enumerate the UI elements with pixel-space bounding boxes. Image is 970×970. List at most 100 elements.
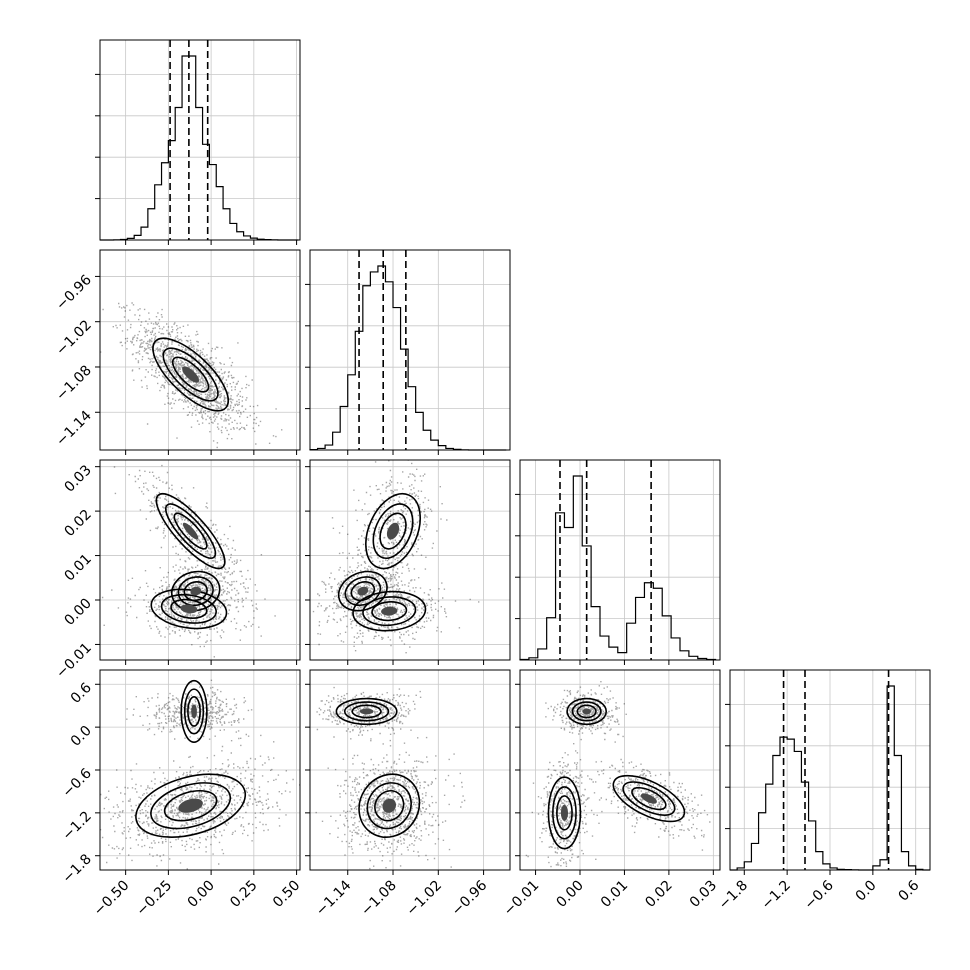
x-tick-label: 0.00 — [553, 878, 586, 911]
contour-level — [162, 347, 219, 402]
contour-level — [571, 701, 602, 722]
contour-level — [566, 697, 608, 726]
x-tick-label: 0.0 — [853, 878, 880, 905]
joint-panel-0-2: −0.01 0.00 0.01 0.02 0.03 — [53, 459, 301, 682]
contour-level — [178, 798, 203, 813]
contour-level — [183, 688, 205, 735]
y-tick-label: 0.03 — [61, 462, 94, 495]
contour-level — [576, 704, 597, 719]
joint-panel-2-3: −0.01 0.00 0.01 0.02 0.03 — [501, 669, 721, 920]
contour-level — [190, 586, 202, 596]
marginal-panel-3: −1.8 −1.2 −0.6 0.0 0.6 — [716, 669, 931, 913]
histogram-step — [309, 265, 507, 451]
contour-level — [187, 696, 201, 727]
contour-level — [343, 701, 390, 722]
sample-points — [525, 681, 711, 868]
y-tick-label: −1.08 — [53, 362, 95, 404]
contour-level — [182, 522, 199, 540]
x-tick-label: 0.25 — [227, 878, 260, 911]
histogram-step — [519, 475, 717, 661]
x-tick-label: −0.25 — [134, 878, 176, 920]
marginal-panel-2 — [515, 459, 721, 665]
histogram-step — [730, 685, 930, 871]
panel-frame — [99, 39, 301, 241]
contour-level — [640, 793, 657, 804]
density-layer — [101, 464, 276, 658]
density-layer — [312, 460, 480, 654]
x-tick-label: −1.02 — [403, 878, 445, 920]
x-tick-label: −1.08 — [358, 878, 400, 920]
x-tick-label: −0.50 — [91, 878, 133, 920]
y-tick-label: 0.01 — [61, 551, 94, 584]
contour-level — [165, 503, 217, 559]
sample-points — [101, 464, 276, 658]
marginal-panel-0 — [95, 39, 301, 245]
contour-level — [381, 606, 398, 616]
x-tick-label: 0.03 — [687, 878, 720, 911]
x-tick-label: −1.14 — [313, 877, 355, 919]
contour-level — [155, 492, 226, 570]
sample-points — [315, 686, 466, 870]
contour-level — [160, 593, 217, 624]
y-tick-label: 0.6 — [68, 680, 95, 707]
panel-frame — [99, 459, 301, 661]
sample-points — [312, 460, 480, 654]
y-tick-label: 0.02 — [61, 507, 94, 540]
contour-level — [163, 789, 218, 822]
y-tick-label: −1.8 — [59, 851, 94, 886]
panel-frame — [519, 459, 721, 661]
y-tick-label: 0.00 — [61, 596, 94, 629]
y-tick-label: −1.2 — [59, 808, 94, 843]
density-layer — [100, 302, 283, 450]
contour-level — [173, 512, 208, 550]
contour-level — [358, 773, 421, 838]
x-tick-label: −0.96 — [449, 877, 491, 919]
contour-level — [622, 781, 676, 816]
density-layer — [315, 686, 466, 870]
joint-panel-1-3: −1.14 −1.08 −1.02 −0.96 — [305, 669, 511, 920]
contour-level — [352, 590, 427, 632]
marginal-panel-1 — [305, 249, 511, 455]
contour-level — [547, 776, 582, 850]
contour-level — [382, 798, 397, 813]
y-tick-label: −0.01 — [53, 640, 95, 682]
contour-level — [612, 774, 686, 823]
contour-level — [337, 570, 388, 612]
contour-level — [350, 581, 376, 602]
histogram-step — [100, 55, 299, 241]
joint-panel-0-1: −1.14−1.08−1.02−0.96 — [53, 249, 301, 455]
density-layer — [525, 681, 711, 868]
contour-level — [351, 704, 382, 719]
y-tick-label: −0.96 — [53, 272, 95, 314]
y-tick-label: −1.14 — [53, 408, 95, 450]
contour-level — [150, 782, 232, 830]
y-tick-label: −1.02 — [53, 317, 95, 359]
contour-level — [183, 581, 208, 602]
contour-level — [362, 596, 417, 627]
x-tick-label: −0.6 — [801, 877, 836, 912]
contour-level — [631, 786, 667, 811]
x-tick-label: 0.02 — [642, 878, 675, 911]
x-tick-label: 0.50 — [270, 878, 303, 911]
x-tick-label: 0.01 — [598, 878, 631, 911]
contour-level — [552, 786, 577, 840]
contour-level — [386, 522, 400, 540]
contour-level — [191, 704, 197, 719]
density-layer — [100, 679, 300, 870]
contour-level — [379, 512, 407, 550]
x-tick-label: −0.01 — [501, 878, 543, 920]
panel-frame — [309, 249, 511, 451]
y-tick-label: 0.0 — [68, 723, 95, 750]
joint-panel-0-3: −0.50 −0.25 0.00 0.25 0.50 −1.8 −1.2 −0.6 0.0 0.6 — [59, 669, 303, 920]
contour-level — [372, 503, 414, 559]
contour-level — [365, 492, 421, 570]
contour-level — [135, 773, 247, 838]
contour-level — [182, 366, 200, 383]
contour-level — [366, 782, 412, 830]
contour-level — [556, 795, 573, 831]
contour-level — [359, 708, 374, 715]
contour-level — [374, 789, 405, 822]
contour-level — [371, 601, 408, 622]
panel-frame — [309, 459, 511, 661]
contour-level — [560, 804, 569, 821]
